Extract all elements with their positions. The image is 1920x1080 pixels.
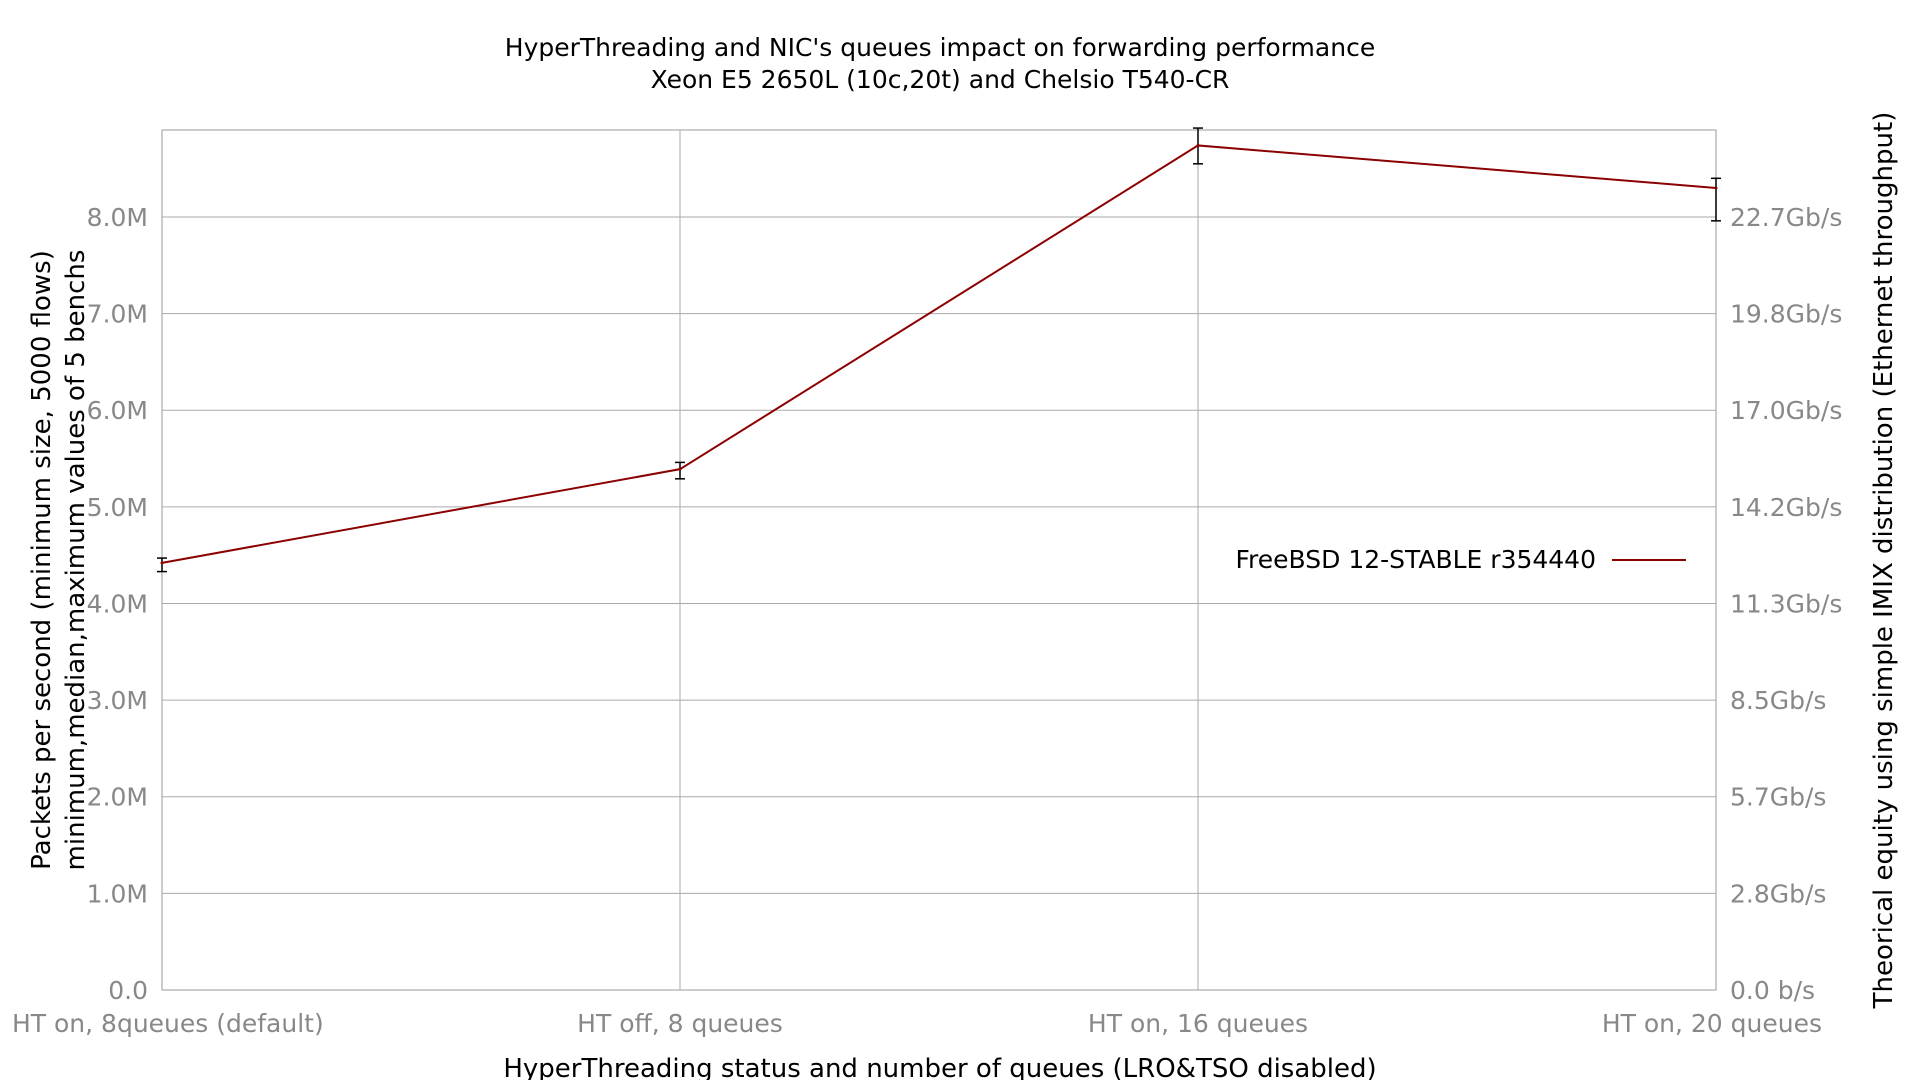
x-tick-label: HT on, 8queues (default) [12, 1009, 324, 1038]
y-tick-label: 6.0M [87, 396, 148, 425]
x-axis-ticks: HT on, 8queues (default) HT off, 8 queues… [12, 1009, 1822, 1038]
error-bar [157, 557, 167, 573]
grid-lines [162, 130, 1716, 990]
data-point [1714, 186, 1718, 190]
y-tick-label: 3.0M [87, 686, 148, 715]
y-tick-label: 0.0 [108, 976, 148, 1005]
chart-title: HyperThreading and NIC's queues impact o… [505, 33, 1375, 62]
y2-tick-label: 17.0Gb/s [1730, 396, 1842, 425]
y-tick-label: 4.0M [87, 589, 148, 618]
y-tick-label: 8.0M [87, 203, 148, 232]
y2-axis-label: Theorical equity using simple IMIX distr… [1869, 112, 1899, 1010]
data-point [678, 467, 682, 471]
x-tick-label: HT on, 16 queues [1088, 1009, 1308, 1038]
series-line [161, 144, 1717, 564]
x-axis-label: HyperThreading status and number of queu… [503, 1054, 1376, 1080]
y2-tick-label: 5.7Gb/s [1730, 783, 1826, 812]
y2-tick-label: 22.7Gb/s [1730, 203, 1842, 232]
y2-tick-label: 8.5Gb/s [1730, 686, 1826, 715]
y2-tick-label: 14.2Gb/s [1730, 493, 1842, 522]
y2-tick-label: 19.8Gb/s [1730, 300, 1842, 329]
data-point [1196, 143, 1200, 147]
data-point [160, 561, 164, 565]
x-tick-label: HT off, 8 queues [577, 1009, 783, 1038]
y-tick-label: 2.0M [87, 783, 148, 812]
y-tick-label: 7.0M [87, 300, 148, 329]
y-tick-label: 5.0M [87, 493, 148, 522]
y2-tick-label: 11.3Gb/s [1730, 589, 1842, 618]
y-tick-label: 1.0M [87, 879, 148, 908]
y2-tick-label: 2.8Gb/s [1730, 879, 1826, 908]
x-tick-label: HT on, 20 queues [1602, 1009, 1822, 1038]
y-axis-ticks: 0.0 1.0M 2.0M 3.0M 4.0M 5.0M 6.0M 7.0M 8.0M [87, 203, 148, 1005]
y-axis-label-2: minimum,median,maximum values of 5 bench… [61, 250, 91, 871]
error-bar [1711, 177, 1721, 222]
legend-label: FreeBSD 12-STABLE r354440 [1236, 545, 1597, 574]
y2-tick-label: 0.0 b/s [1730, 976, 1815, 1005]
y-axis-label: Packets per second (minimum size, 5000 f… [27, 250, 57, 870]
series-layer [157, 127, 1721, 573]
y2-axis-ticks: 0.0 b/s 2.8Gb/s 5.7Gb/s 8.5Gb/s 11.3Gb/s 14.2… [1730, 203, 1842, 1005]
legend: FreeBSD 12-STABLE r354440 [1236, 545, 1686, 574]
chart-subtitle: Xeon E5 2650L (10c,20t) and Chelsio T540… [651, 65, 1230, 94]
